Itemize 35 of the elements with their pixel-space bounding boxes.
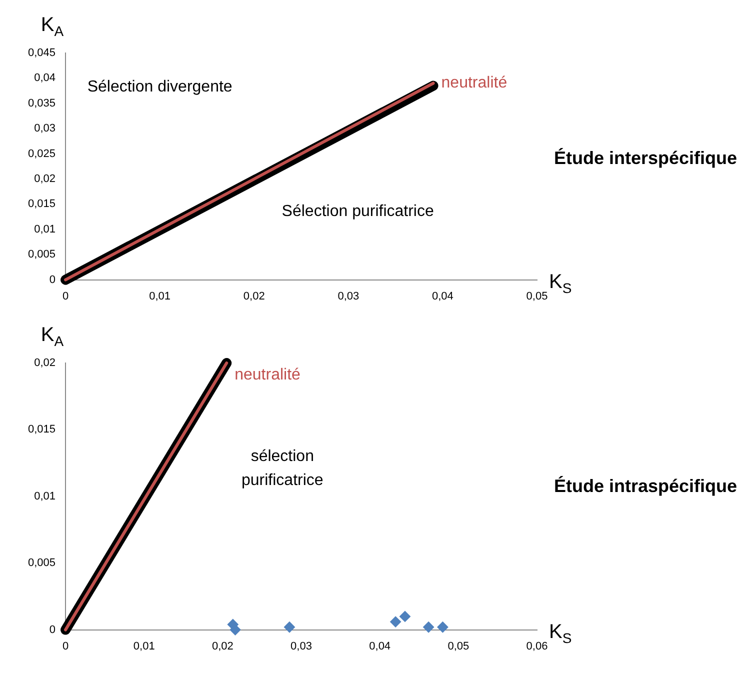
- x-tick-label: 0,02: [243, 290, 265, 302]
- y-tick-label: 0,02: [34, 173, 56, 186]
- y-tick-label: 0,025: [28, 148, 56, 160]
- x-tick-label: 0: [62, 290, 69, 302]
- y-tick-label: 0,005: [28, 557, 56, 570]
- y-tick-label: 0,01: [34, 223, 56, 236]
- x-tick-label: 0,03: [338, 290, 360, 302]
- annotation: sélection purificatrice: [242, 448, 324, 489]
- y-tick-label: 0,045: [28, 47, 56, 60]
- y-tick-label: 0,005: [28, 248, 56, 261]
- x-tick-label: 0,04: [432, 290, 454, 302]
- y-tick-label: 0,015: [28, 198, 56, 210]
- x-tick-label: 0,04: [369, 640, 391, 652]
- y-tick-label: 0,02: [34, 357, 56, 370]
- x-tick-label: 0,03: [290, 640, 312, 652]
- annotation: Sélection divergente: [87, 78, 232, 96]
- series-label: neutralité: [441, 74, 508, 92]
- text: Étude interspécifique: [554, 148, 737, 168]
- y-tick-label: 0,015: [28, 424, 56, 436]
- x-tick-label: 0,05: [448, 640, 470, 652]
- y-tick-label: 0: [49, 274, 56, 286]
- y-tick-label: 0,03: [34, 122, 56, 135]
- series-label: neutralité: [234, 366, 301, 384]
- y-tick-label: 0,035: [28, 97, 56, 110]
- x-tick-label: 0,02: [212, 640, 234, 652]
- x-tick-label: 0,06: [526, 640, 548, 652]
- annotation: Sélection purificatrice: [282, 203, 434, 220]
- y-tick-label: 0,04: [34, 72, 56, 84]
- x-tick-label: 0,01: [133, 640, 155, 652]
- y-tick-label: 0: [49, 624, 56, 636]
- text: Étude intraspécifique: [554, 476, 737, 496]
- x-tick-label: 0: [62, 640, 69, 652]
- y-tick-label: 0,01: [34, 490, 56, 502]
- x-tick-label: 0,05: [526, 290, 548, 302]
- x-tick-label: 0,01: [149, 290, 171, 302]
